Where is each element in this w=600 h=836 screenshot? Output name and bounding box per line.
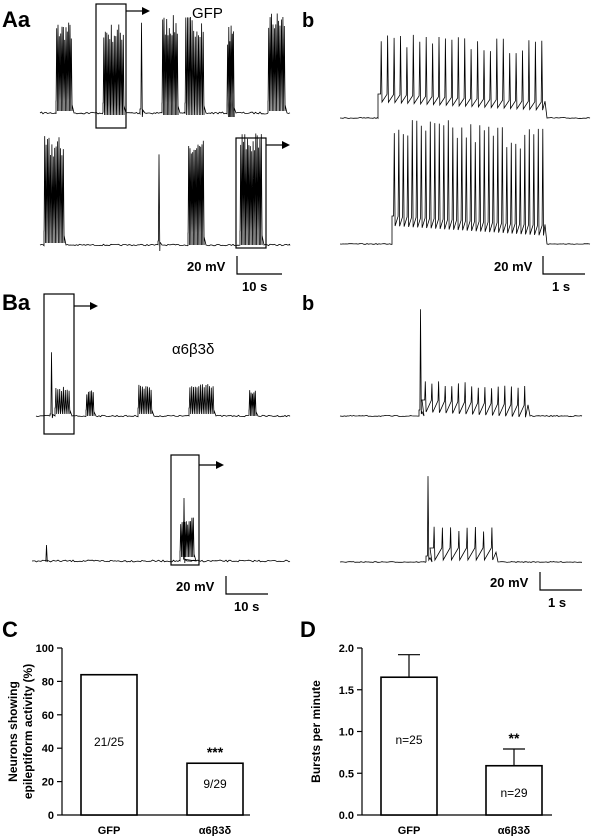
bars: 21/25 GFP 9/29 *** α6β3δ <box>80 673 244 836</box>
zoom-box-a-bottom <box>235 137 267 249</box>
condition-label-alpha: α6β3δ <box>172 341 214 358</box>
bar-label: n=29 <box>500 786 527 800</box>
category-label: α6β3δ <box>498 825 531 836</box>
y-tick-label: 100 <box>36 643 54 655</box>
y-tick-label: 60 <box>42 710 54 722</box>
y-tick-label: 0.5 <box>339 768 354 780</box>
scale-label-time: 10 s <box>242 279 267 294</box>
significance-marker: *** <box>207 744 224 760</box>
scale-bar-a-left <box>236 256 282 275</box>
y-tick-label: 40 <box>42 743 54 755</box>
scale-bar-b-right <box>539 572 582 591</box>
scale-label-time: 10 s <box>234 599 259 614</box>
chart-d: 0.0 0.5 1.0 1.5 2.0 n=25 GFP n=29 ** α6β3δ Burst… <box>309 643 552 836</box>
panel-label-D: D <box>300 617 316 642</box>
y-axis-label: Bursts per minute <box>309 680 323 783</box>
trace-a-right-top <box>339 34 591 120</box>
bar <box>485 764 543 816</box>
panel-label-Ab: b <box>302 10 314 32</box>
panel-label-Bb: b <box>302 293 314 315</box>
arrow-icon <box>126 7 150 15</box>
chart-c: 0 20 40 60 80 100 21/25 GFP 9/29 *** α6β3δ Neuron… <box>6 643 250 836</box>
y-ticks: 0 20 40 60 80 100 <box>36 643 62 822</box>
scale-label-voltage: 20 mV <box>494 259 533 274</box>
trace-b-right-top <box>339 309 583 418</box>
condition-label-gfp: GFP <box>192 5 223 22</box>
scale-label-voltage: 20 mV <box>490 575 529 590</box>
y-tick-label: 2.0 <box>339 643 354 655</box>
category-label: GFP <box>398 825 421 836</box>
y-ticks: 0.0 0.5 1.0 1.5 2.0 <box>339 643 362 822</box>
bar-label: 9/29 <box>203 777 227 791</box>
trace-a-right-bottom <box>339 120 591 245</box>
y-tick-label: 1.0 <box>339 727 354 739</box>
scale-label-voltage: 20 mV <box>187 259 226 274</box>
arrow-icon <box>266 141 290 149</box>
y-tick-label: 1.5 <box>339 685 354 697</box>
trace-a-left-top <box>39 13 291 118</box>
category-label: α6β3δ <box>199 825 232 836</box>
trace-b-left-bottom <box>31 497 291 564</box>
panel-label-Ba: Ba <box>2 290 31 315</box>
scale-bar-b-left <box>225 576 268 595</box>
scale-label-voltage: 20 mV <box>176 579 215 594</box>
y-axis-label: Neurons showingepileptiform activity (%) <box>6 664 35 799</box>
bars: n=25 GFP n=29 ** α6β3δ <box>380 654 543 836</box>
bar <box>80 673 138 816</box>
zoom-box-b-bottom <box>170 454 200 566</box>
zoom-box-b-top <box>43 293 75 435</box>
bar-label: 21/25 <box>94 735 124 749</box>
bar <box>186 762 244 816</box>
y-tick-label: 80 <box>42 676 54 688</box>
trace-a-left-bottom <box>39 133 291 252</box>
zoom-box-a-top <box>95 3 127 129</box>
category-label: GFP <box>98 825 121 836</box>
significance-marker: ** <box>509 730 520 746</box>
scale-label-time: 1 s <box>552 279 570 294</box>
arrow-icon <box>74 302 98 310</box>
y-tick-label: 0.0 <box>339 810 354 822</box>
scale-bar-a-right <box>542 256 585 275</box>
y-tick-label: 0 <box>48 810 54 822</box>
trace-b-right-bottom <box>339 476 583 563</box>
scale-label-time: 1 s <box>548 595 566 610</box>
arrow-icon <box>199 461 224 469</box>
bar-label: n=25 <box>395 733 422 747</box>
panel-label-Aa: Aa <box>2 7 31 32</box>
panel-label-C: C <box>2 617 18 642</box>
y-tick-label: 20 <box>42 777 54 789</box>
trace-b-left-top <box>35 352 291 419</box>
